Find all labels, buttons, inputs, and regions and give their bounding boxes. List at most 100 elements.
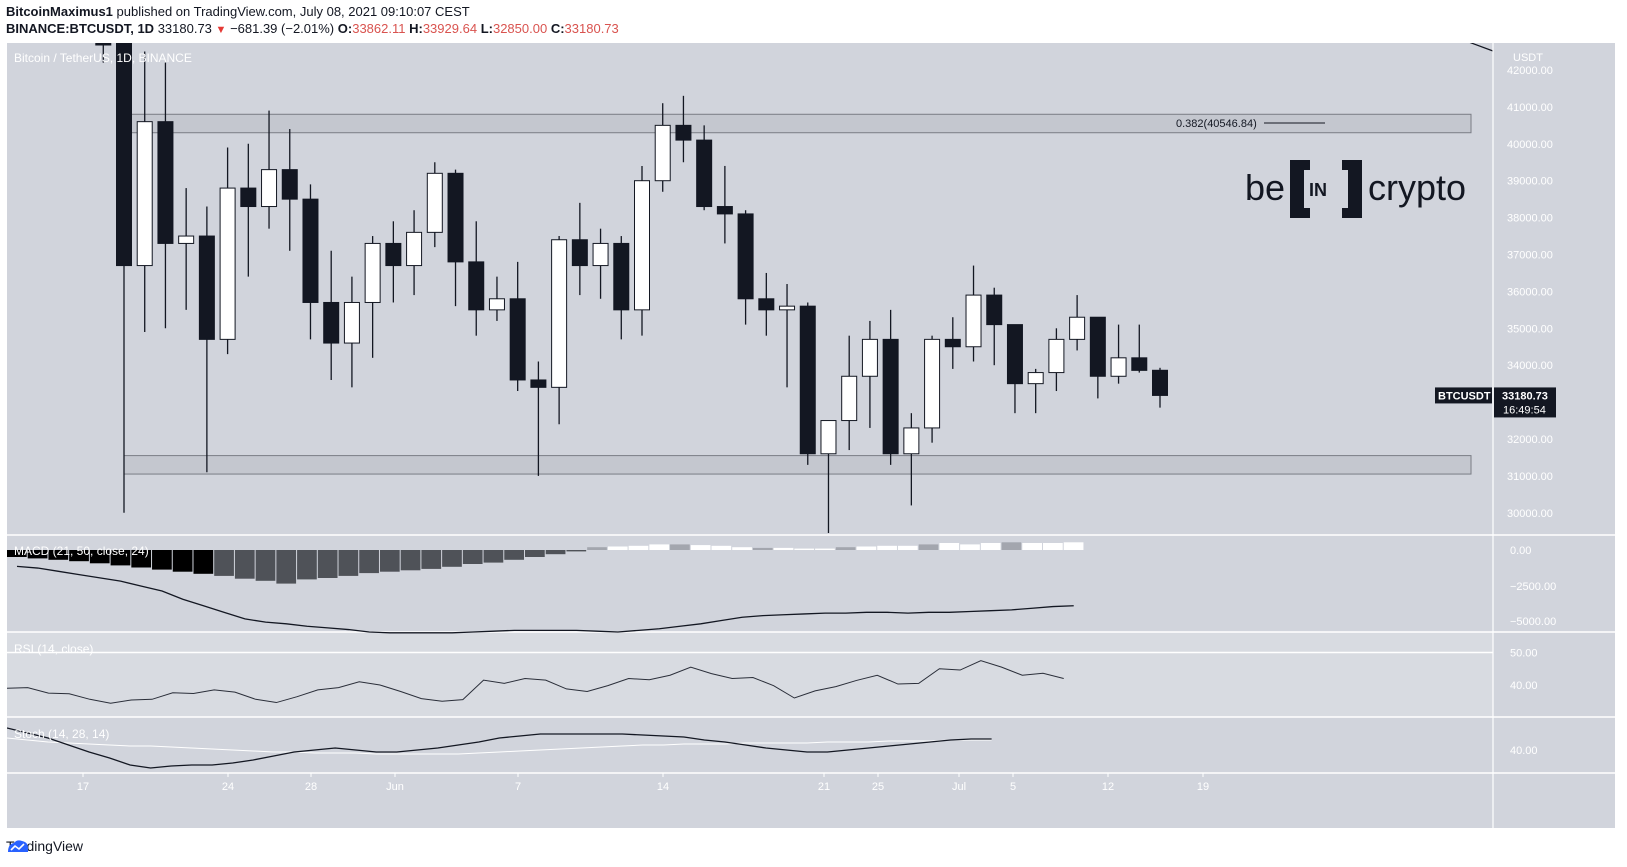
bearish-candle[interactable] — [986, 294, 1003, 326]
bearish-candle[interactable] — [198, 235, 215, 340]
watermark-crypto: crypto — [1368, 167, 1466, 208]
price-tick: 42000.00 — [1507, 65, 1553, 77]
bullish-candle[interactable] — [551, 239, 568, 388]
bullish-candle[interactable] — [426, 172, 443, 233]
bullish-candle[interactable] — [406, 231, 423, 267]
bullish-candle[interactable] — [178, 235, 195, 244]
bullish-candle[interactable] — [965, 294, 982, 348]
macd-legend: MACD (21, 50, close, 24) — [14, 544, 149, 558]
price-tick: 35000.00 — [1507, 323, 1553, 335]
publish-text: published on TradingView.com, July 08, 2… — [112, 4, 470, 19]
bearish-candle[interactable] — [571, 239, 588, 267]
macd-histogram-bar — [317, 550, 338, 578]
bullish-candle[interactable] — [924, 338, 941, 429]
bearish-candle[interactable] — [302, 198, 319, 303]
time-tick: 5 — [1010, 781, 1016, 793]
bullish-candle[interactable] — [592, 242, 609, 267]
bearish-candle[interactable] — [240, 187, 257, 208]
macd-histogram-bar — [732, 547, 752, 550]
macd-histogram-bar — [649, 544, 670, 550]
bearish-candle[interactable] — [613, 242, 630, 311]
bullish-candle[interactable] — [634, 180, 650, 311]
time-tick: 24 — [222, 781, 234, 793]
tradingview-logo-icon — [8, 840, 28, 852]
footer: TradingView — [6, 838, 83, 854]
price-tick: 38000.00 — [1507, 213, 1553, 225]
author-name[interactable]: BitcoinMaximus1 — [6, 4, 113, 19]
macd-histogram-bar — [338, 550, 359, 576]
bearish-candle[interactable] — [1131, 357, 1148, 371]
bearish-candle[interactable] — [944, 338, 961, 348]
down-arrow-icon: ▼ — [215, 24, 227, 36]
bearish-candle[interactable] — [116, 43, 132, 267]
bearish-candle[interactable] — [882, 338, 899, 455]
bearish-candle[interactable] — [281, 169, 298, 200]
bearish-candle[interactable] — [530, 379, 547, 388]
bullish-candle[interactable] — [861, 338, 878, 377]
price-tick: 37000.00 — [1507, 250, 1553, 262]
macd-histogram-bar — [421, 550, 442, 569]
bullish-candle[interactable] — [1048, 338, 1065, 374]
macd-histogram-bar — [7, 550, 27, 557]
bullish-candle[interactable] — [903, 427, 920, 455]
bearish-candle[interactable] — [1006, 324, 1023, 385]
bearish-candle[interactable] — [468, 261, 485, 311]
watermark-in: IN — [1309, 180, 1327, 200]
bearish-candle[interactable] — [323, 301, 340, 344]
bullish-candle[interactable] — [1027, 372, 1044, 385]
bearish-candle[interactable] — [716, 206, 733, 215]
macd-histogram-bar — [670, 544, 690, 550]
bullish-candle[interactable] — [820, 420, 837, 455]
macd-histogram-bar — [1063, 542, 1084, 550]
macd-histogram-bar — [628, 545, 649, 550]
bullish-candle[interactable] — [488, 298, 505, 311]
bullish-candle[interactable] — [219, 187, 236, 340]
watermark-bracket-rt — [1342, 160, 1362, 170]
macd-histogram-bar — [1001, 542, 1022, 550]
bearish-candle[interactable] — [737, 213, 754, 300]
high-label: H: — [409, 21, 423, 36]
price-tick: 36000.00 — [1507, 286, 1553, 298]
bullish-candle[interactable] — [1069, 316, 1086, 340]
support-zone[interactable] — [123, 455, 1472, 475]
time-tick: 19 — [1197, 781, 1209, 793]
bearish-candle[interactable] — [447, 172, 464, 263]
bearish-candle[interactable] — [385, 242, 402, 267]
chart-area[interactable]: 0.382(40546.84) USDT 42000.00 41000.00 40000… — [7, 43, 1615, 828]
macd-histogram-bar — [69, 550, 89, 562]
watermark-be: be — [1245, 167, 1285, 208]
bearish-candle[interactable] — [675, 124, 692, 141]
time-tick: 12 — [1102, 781, 1114, 793]
bullish-candle[interactable] — [261, 169, 278, 208]
bullish-candle[interactable] — [654, 124, 671, 182]
high-value: 33929.64 — [422, 21, 478, 36]
bullish-candle[interactable] — [136, 121, 153, 267]
bearish-candle[interactable] — [696, 139, 713, 208]
close-label: C: — [550, 21, 565, 36]
bearish-candle[interactable] — [799, 305, 816, 455]
price-change: −681.39 (−2.01%) — [230, 21, 335, 36]
trend-line[interactable] — [1466, 43, 1494, 52]
bearish-candle[interactable] — [1152, 369, 1168, 396]
bullish-candle[interactable] — [343, 301, 360, 344]
time-tick: 7 — [515, 781, 521, 793]
bullish-candle[interactable] — [779, 305, 796, 311]
bullish-candle[interactable] — [1110, 357, 1127, 377]
macd-histogram-bar — [1043, 543, 1063, 550]
macd-histogram-bar — [980, 543, 1001, 550]
macd-histogram-bar — [193, 550, 214, 574]
bearish-candle[interactable] — [1089, 316, 1106, 377]
bearish-candle[interactable] — [758, 298, 775, 311]
symbol-tag — [1435, 387, 1492, 404]
bullish-candle[interactable] — [841, 375, 858, 422]
macd-histogram-bar — [711, 545, 732, 550]
bearish-candle[interactable] — [95, 43, 112, 46]
macd-histogram-bar — [794, 548, 815, 550]
bearish-candle[interactable] — [157, 121, 174, 244]
resistance-zone[interactable] — [123, 113, 1472, 134]
macd-histogram-bar — [89, 550, 110, 564]
bullish-candle[interactable] — [364, 242, 381, 303]
bearish-candle[interactable] — [509, 298, 526, 381]
macd-histogram-bar — [690, 545, 711, 550]
